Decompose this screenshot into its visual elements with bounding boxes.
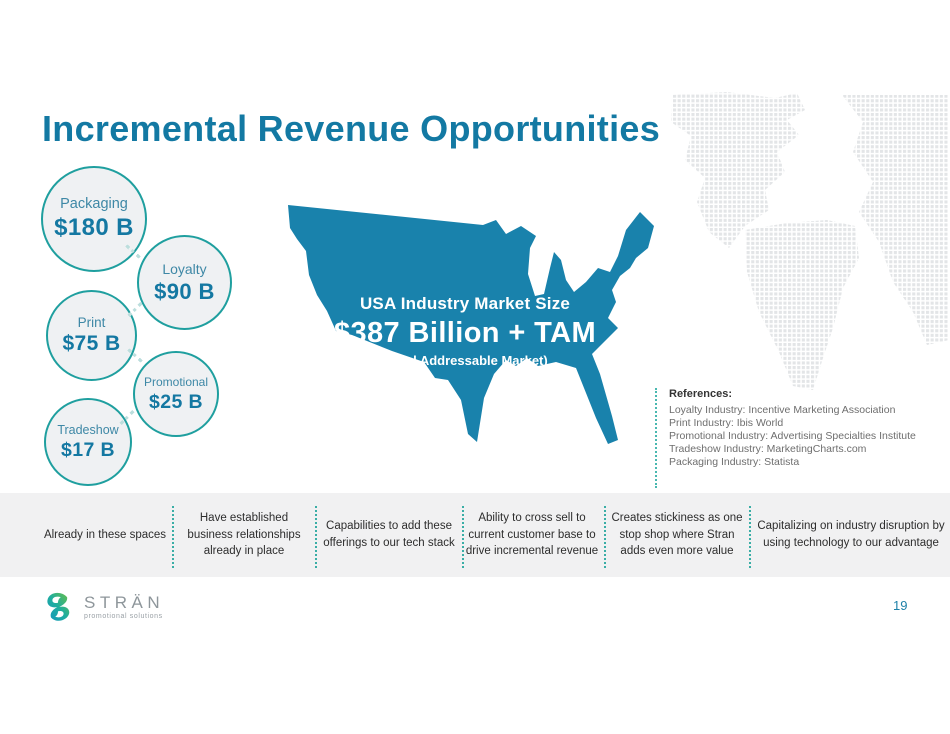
- benefit-item: Capitalizing on industry disruption by u…: [757, 520, 945, 549]
- world-dots-map: [671, 92, 949, 390]
- logo-text-block: STRÄN promotional solutions: [84, 591, 164, 620]
- bubble-value: $75 B: [62, 332, 121, 355]
- benefit-separator: [315, 506, 317, 568]
- benefits-strip: [0, 493, 950, 577]
- benefit-separator: [749, 506, 751, 568]
- market-bubble-loyalty: Loyalty $90 B: [137, 235, 232, 330]
- stran-logo: STRÄN promotional solutions: [44, 591, 164, 623]
- benefit-item: Creates stickiness as one stop shop wher…: [611, 511, 743, 558]
- map-subheading: (Total Addressable Market): [382, 353, 548, 368]
- reference-item: Packaging Industry: Statista: [669, 456, 800, 468]
- benefit-separator: [462, 506, 464, 568]
- bubble-label: Loyalty: [162, 260, 207, 277]
- market-bubble-promotional: Promotional $25 B: [133, 351, 219, 437]
- logo-swirl-icon: [47, 592, 70, 621]
- bubble-label: Print: [77, 315, 106, 330]
- market-size-value: $387 Billion + TAM: [333, 317, 597, 349]
- bubble-label: Packaging: [60, 196, 128, 212]
- bubble-value: $25 B: [148, 390, 204, 413]
- reference-item: Print Industry: Ibis World: [669, 417, 784, 429]
- bubble-value: $180 B: [54, 214, 134, 241]
- page-number: 19: [893, 598, 908, 613]
- benefit-separator: [172, 506, 174, 568]
- benefit-item: Have established business relationships …: [187, 511, 301, 558]
- reference-item: Loyalty Industry: Incentive Marketing As…: [669, 404, 896, 416]
- references-block: References: Loyalty Industry: Incentive …: [655, 388, 943, 488]
- references-heading: References:: [669, 388, 732, 400]
- benefit-separator: [604, 506, 606, 568]
- connector-dots: [127, 302, 143, 317]
- benefit-item: Already in these spaces: [43, 528, 167, 541]
- reference-item: Promotional Industry: Advertising Specia…: [669, 430, 916, 442]
- map-text-block: USA Industry Market Size $387 Billion + …: [300, 294, 630, 368]
- bubble-value: $17 B: [60, 438, 116, 461]
- bubble-value: $90 B: [154, 278, 215, 304]
- page-title: Incremental Revenue Opportunities: [42, 108, 661, 149]
- logo-text: STRÄN: [84, 593, 165, 612]
- logo-tagline: promotional solutions: [84, 613, 163, 620]
- bubble-label: Promotional: [143, 374, 209, 389]
- map-heading: USA Industry Market Size: [359, 294, 571, 313]
- benefit-item: Ability to cross sell to current custome…: [465, 511, 599, 558]
- usa-map: [288, 205, 654, 444]
- market-bubble-packaging: Packaging $180 B: [41, 166, 147, 272]
- market-bubble-print: Print $75 B: [46, 290, 137, 381]
- benefit-item: Capabilities to add these offerings to o…: [323, 520, 455, 549]
- bubble-label: Tradeshow: [57, 422, 119, 437]
- reference-item: Tradeshow Industry: MarketingCharts.com: [669, 443, 867, 455]
- market-bubble-tradeshow: Tradeshow $17 B: [44, 398, 132, 486]
